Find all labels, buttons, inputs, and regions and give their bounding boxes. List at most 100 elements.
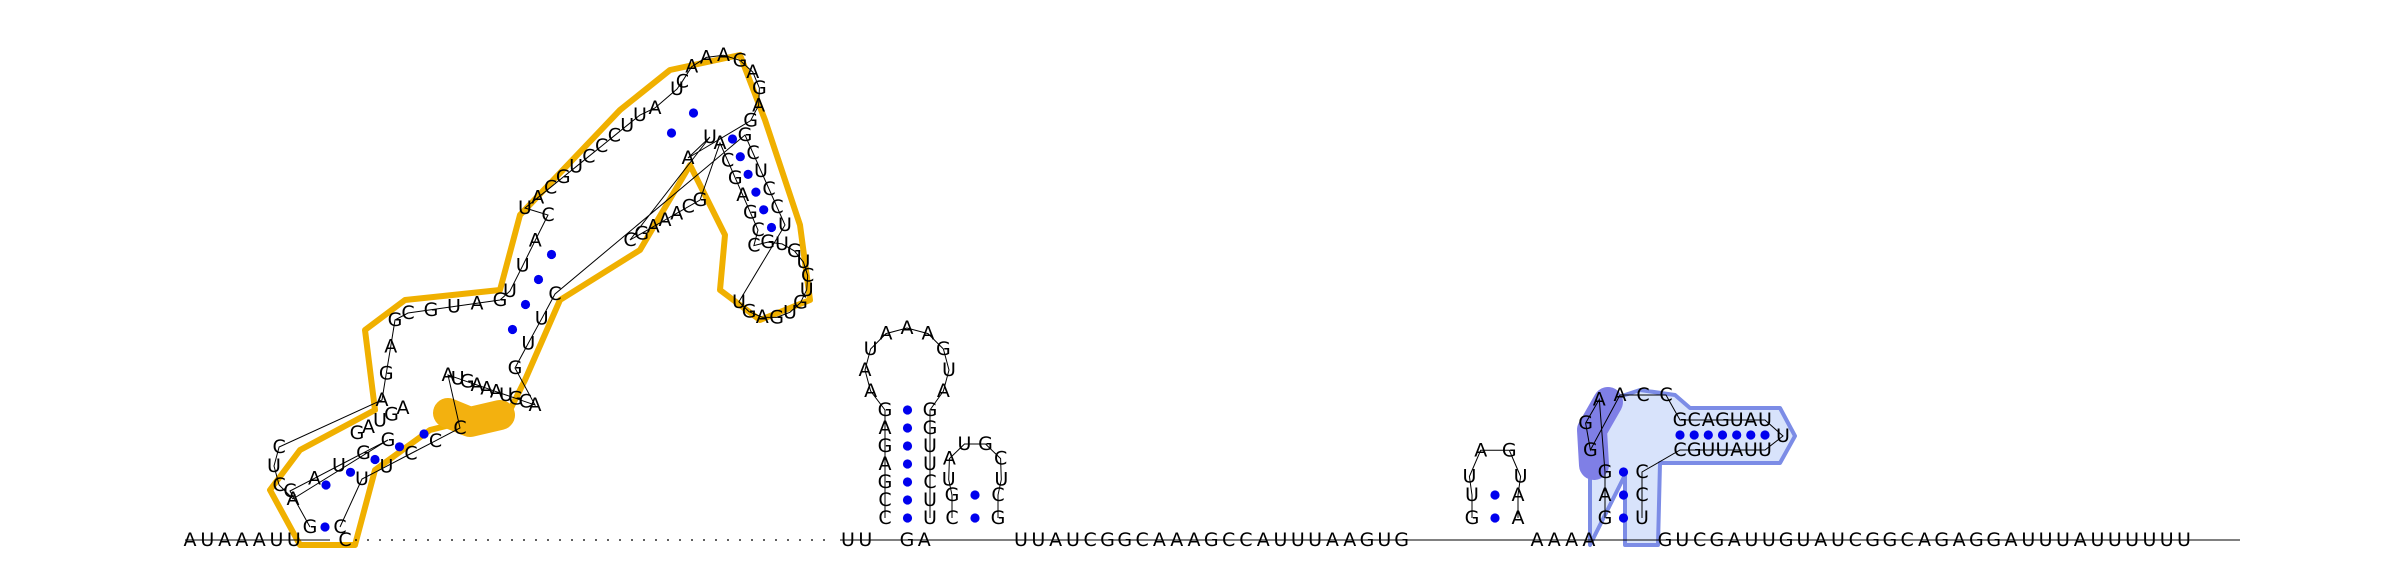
- hairpin-b-stem-5p: C: [945, 507, 958, 529]
- base-pair-dot: [1618, 467, 1629, 477]
- baseline-left: A: [253, 529, 266, 551]
- domain1-hairpin3-loop: G: [742, 301, 757, 323]
- baseline-tail: G: [1658, 529, 1673, 551]
- domain1-stem2-5p: G: [381, 429, 396, 451]
- baseline-between-a-b: G: [900, 529, 915, 551]
- backbone-layer: [185, 54, 2240, 541]
- baseline-tail: C: [1849, 529, 1862, 551]
- domain1-stem5-5p: C: [751, 219, 764, 241]
- hairpin-a-loop: A: [901, 317, 914, 339]
- baseline-tail: A: [1814, 529, 1827, 551]
- baseline-between-b-c: G: [1100, 529, 1115, 551]
- baseline-tail: A: [1953, 529, 1966, 551]
- domain1-highlight-band: [433, 398, 515, 437]
- baseline-between-a-b: A: [918, 529, 931, 551]
- domain1-stem4-5p: U: [670, 78, 684, 100]
- domain1-internal2-5p: U: [569, 156, 583, 178]
- domain1-stem5-5p: A: [714, 132, 727, 154]
- hairpin-a-stem-5p: G: [878, 399, 893, 421]
- domain1-outline: [267, 52, 813, 548]
- domain1-multiloop-top: G: [493, 289, 508, 311]
- baseline-tail: U: [2125, 529, 2139, 551]
- baseline-tail: U: [1796, 529, 1810, 551]
- baseline-tail: U: [1675, 529, 1689, 551]
- domain1-multiloop-right: G: [508, 387, 523, 409]
- base-pair-dot: [1760, 430, 1770, 440]
- hairpin-c-stem-3p: A: [1512, 507, 1525, 529]
- base-pair-dot: [419, 429, 429, 439]
- domain2-stem-3p: C: [1635, 461, 1648, 483]
- base-pair-dot: [743, 169, 753, 179]
- domain1-interior-loop: U: [373, 410, 387, 432]
- baseline-tail: G: [1986, 529, 2001, 551]
- domain1-stem3-5p: A: [529, 229, 542, 251]
- domain1-stem5-5p: A: [736, 184, 749, 206]
- hairpin-a-stem-5p: G: [878, 471, 893, 493]
- hairpin-b-loop: C: [994, 448, 1007, 470]
- domain1-hairpin2-loop: A: [746, 61, 759, 83]
- domain2-arm-tip: U: [1776, 425, 1790, 447]
- baseline-tail: U: [2056, 529, 2070, 551]
- domain1-internal2-3p: G: [634, 222, 649, 244]
- domain2-stem-3p: U: [1635, 507, 1649, 529]
- baseline-between-b-c: U: [1274, 529, 1288, 551]
- baseline-between-b-c: A: [1049, 529, 1062, 551]
- hairpin-a-stem-5p: A: [879, 453, 892, 475]
- hairpin-b-stem-3p: C: [991, 484, 1004, 506]
- domain2-loop-left: G: [1583, 439, 1598, 461]
- domain1-stem5-3p: C: [770, 196, 783, 218]
- domain1-multiloop-top: U: [447, 296, 461, 318]
- hairpin-c-loop: U: [1514, 466, 1528, 488]
- domain1-stem3-3p: U: [535, 308, 549, 330]
- base-pair-dot: [970, 490, 980, 500]
- hairpin-c-loop: G: [1502, 439, 1517, 461]
- baseline-between-b-c: A: [1343, 529, 1356, 551]
- base-pair-dot: [727, 134, 738, 144]
- base-pair-dot: [902, 495, 913, 505]
- domain2-stem-3p: C: [1635, 484, 1648, 506]
- domain1-hairpin3-loop: C: [747, 235, 760, 257]
- hairpin-a-stem-5p: G: [878, 435, 893, 457]
- baseline-left: A: [218, 529, 231, 551]
- domain1-stem3-5p: U: [516, 255, 530, 277]
- hairpin-c-stem-3p: A: [1512, 484, 1525, 506]
- hairpin-c-loop: A: [1474, 439, 1487, 461]
- baseline-tail: G: [1883, 529, 1898, 551]
- domain1-stem5-3p: G: [738, 124, 753, 146]
- domain2-arm-bottom: C: [1673, 439, 1686, 461]
- base-pair-dot: [345, 467, 356, 477]
- baseline-between-b-c: U: [1308, 529, 1322, 551]
- baseline-tail: U: [1745, 529, 1759, 551]
- domain1-hairpin1-loop: C: [272, 436, 285, 458]
- domain1-hairpin3-loop: U: [783, 301, 797, 323]
- base-pair-dot: [902, 423, 913, 433]
- domain1-internal2-5p: C: [608, 125, 621, 147]
- domain2-loop-top: C: [1659, 384, 1672, 406]
- domain1-internal2-5p: C: [582, 145, 595, 167]
- domain1-multiloop-right: A: [480, 377, 493, 399]
- base-pair-dot: [902, 405, 913, 415]
- baseline-tail: C: [1693, 529, 1706, 551]
- domain1-stem5-5p: G: [743, 202, 758, 224]
- hairpin-a-stem-3p: G: [923, 399, 938, 421]
- baseline-between-b-c: G: [1204, 529, 1219, 551]
- domain1-internal2-5p: U: [518, 197, 532, 219]
- domain1-hairpin3-loop: G: [769, 306, 784, 328]
- domain1-internal2-5p: C: [595, 135, 608, 157]
- domain1-multiloop-left: A: [384, 336, 397, 358]
- domain2-loop-left: G: [1578, 412, 1593, 434]
- base-pair-dot: [1689, 430, 1699, 440]
- domain1-stem4-3p: A: [682, 147, 695, 169]
- domain2-loop-top: C: [1636, 384, 1649, 406]
- hairpin-a-stem-5p: A: [879, 417, 892, 439]
- baseline-between-b-c: G: [1360, 529, 1375, 551]
- baseline-left: U: [270, 529, 284, 551]
- domain1-hairpin3-loop: U: [775, 233, 789, 255]
- baseline-left: A: [184, 529, 197, 551]
- domain1-multiloop-top: G: [424, 299, 439, 321]
- domain1-hairpin3-loop: U: [800, 279, 814, 301]
- base-pair-dot: [751, 187, 761, 197]
- base-pair-dot: [902, 459, 913, 469]
- domain1-multiloop-right: A: [529, 394, 542, 416]
